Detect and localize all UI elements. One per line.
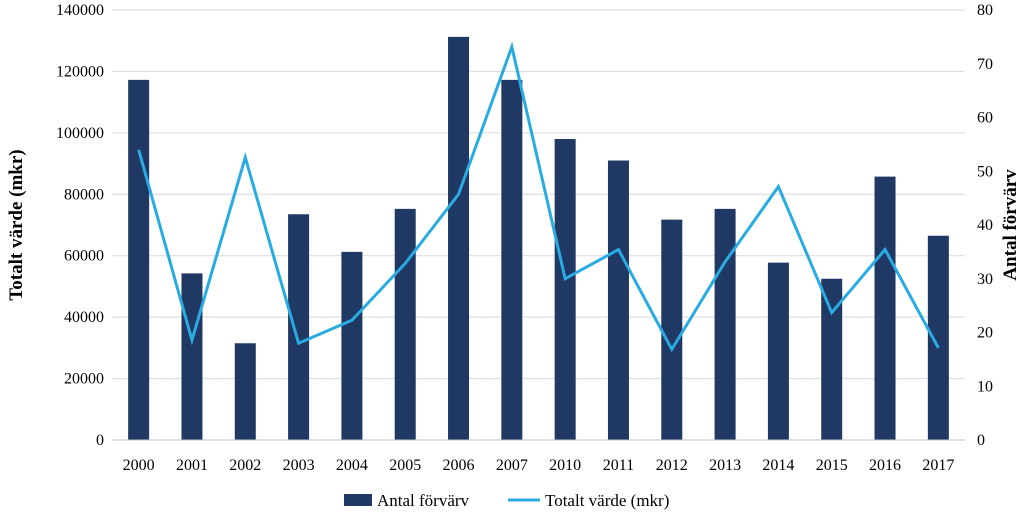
y2-tick-label: 50 [977, 163, 993, 180]
y-axis-title: Totalt värde (mkr) [6, 149, 27, 300]
legend-bar-swatch [344, 494, 372, 506]
y2-tick-label: 70 [977, 56, 993, 73]
x-tick-label: 2001 [176, 457, 208, 474]
x-tick-label: 2003 [283, 457, 315, 474]
bar [128, 79, 150, 440]
y-tick-label: 0 [96, 432, 104, 449]
bar [448, 36, 470, 440]
x-tick-label: 2000 [123, 457, 155, 474]
x-tick-label: 2010 [549, 457, 581, 474]
bar [288, 214, 310, 440]
bar [607, 160, 629, 440]
bar [927, 235, 949, 440]
bar [394, 208, 416, 440]
y-tick-label: 20000 [64, 371, 104, 388]
legend-bar-label: Antal förvärv [377, 491, 470, 510]
legend-line-label: Totalt värde (mkr) [545, 491, 669, 510]
y2-tick-label: 0 [977, 432, 985, 449]
y2-tick-label: 10 [977, 378, 993, 395]
bar [821, 278, 843, 440]
x-tick-label: 2005 [389, 457, 421, 474]
axes: 0 20000 40000 60000 80000 100000 120000 140000 0… [56, 2, 993, 474]
bar [181, 273, 203, 440]
y-tick-label: 60000 [64, 248, 104, 265]
y2-tick-label: 30 [977, 271, 993, 288]
x-tick-label: 2002 [229, 457, 261, 474]
y2-tick-label: 60 [977, 110, 993, 127]
y-tick-label: 120000 [56, 63, 104, 80]
y-tick-label: 100000 [56, 125, 104, 142]
bar [341, 251, 363, 440]
bar [767, 262, 789, 440]
x-tick-label: 2004 [336, 457, 368, 474]
x-tick-label: 2017 [922, 457, 954, 474]
bar [234, 343, 256, 440]
x-tick-label: 2012 [656, 457, 688, 474]
gridlines [112, 9, 965, 380]
y-tick-label: 80000 [64, 186, 104, 203]
x-tick-label: 2006 [443, 457, 475, 474]
y2-axis-title: Antal förvärv [1000, 169, 1021, 281]
bar [714, 208, 736, 440]
bar [661, 219, 683, 440]
x-tick-label: 2013 [709, 457, 741, 474]
y2-tick-label: 40 [977, 217, 993, 234]
x-tick-label: 2016 [869, 457, 901, 474]
line-series-path [137, 41, 940, 353]
y-tick-label: 140000 [56, 2, 104, 19]
x-tick-label: 2011 [603, 457, 634, 474]
line-series [137, 41, 940, 353]
x-tick-label: 2015 [816, 457, 848, 474]
x-tick-label: 2007 [496, 457, 528, 474]
bar [501, 79, 523, 440]
bar-series [128, 36, 949, 440]
y2-tick-label: 80 [977, 2, 993, 19]
legend: Antal förvärv Totalt värde (mkr) [344, 491, 669, 510]
bar [554, 139, 576, 440]
bar [874, 176, 896, 440]
y2-tick-label: 20 [977, 325, 993, 342]
y-tick-label: 40000 [64, 309, 104, 326]
x-tick-label: 2014 [762, 457, 794, 474]
